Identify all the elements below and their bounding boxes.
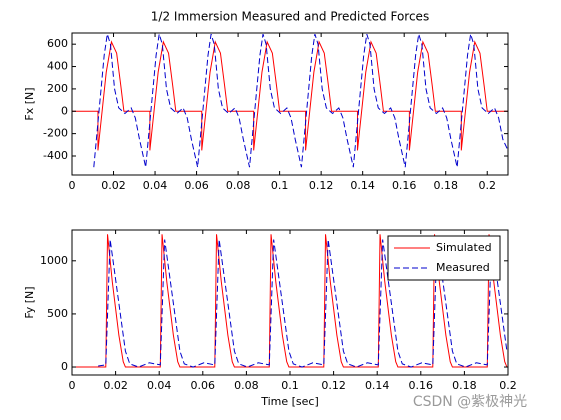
x-tick-label: 0.04	[143, 179, 168, 192]
y-tick-label: 1000	[40, 254, 68, 267]
legend-label: Simulated	[436, 241, 492, 254]
x-tick-label: 0.18	[452, 379, 477, 392]
data-line	[93, 33, 508, 168]
x-tick-label: 0.04	[147, 379, 172, 392]
y-axis-label: Fy [N]	[23, 286, 36, 318]
legend-box	[387, 235, 501, 281]
axes-background	[72, 33, 508, 175]
legend-label: Measured	[436, 261, 490, 274]
axes-box	[71, 32, 509, 176]
x-tick-label: 0.2	[478, 179, 496, 192]
x-tick-label: 0.12	[321, 379, 346, 392]
chart-title: 1/2 Immersion Measured and Predicted For…	[151, 10, 429, 24]
x-axis-label: Time [sec]	[260, 395, 319, 408]
x-tick-label: 0.16	[409, 379, 434, 392]
x-tick-label: 0	[69, 379, 76, 392]
x-tick-label: 0.06	[191, 379, 216, 392]
y-tick-label: 500	[47, 307, 68, 320]
x-tick-label: 0.14	[350, 179, 375, 192]
x-tick-label: 0.08	[234, 379, 259, 392]
y-tick-label: 0	[61, 104, 68, 117]
y-tick-label: 0	[61, 360, 68, 373]
x-tick-label: 0.14	[365, 379, 390, 392]
y-tick-label: -400	[43, 149, 68, 162]
x-tick-label: 0.02	[101, 179, 126, 192]
y-tick-label: 400	[47, 60, 68, 73]
x-tick-label: 0.08	[226, 179, 251, 192]
x-tick-label: 0	[69, 179, 76, 192]
x-tick-label: 0.06	[184, 179, 209, 192]
x-tick-label: 0.18	[433, 179, 458, 192]
y-tick-label: 200	[47, 82, 68, 95]
y-tick-label: 600	[47, 37, 68, 50]
watermark: CSDN @紫极神光	[413, 394, 527, 410]
y-tick-label: -200	[43, 127, 68, 140]
x-tick-label: 0.16	[392, 179, 417, 192]
x-tick-label: 0.1	[271, 179, 289, 192]
y-axis-label: Fx [N]	[23, 87, 36, 120]
x-tick-label: 0.12	[309, 179, 334, 192]
x-tick-label: 0.1	[281, 379, 299, 392]
data-line	[72, 234, 508, 368]
data-line	[72, 40, 508, 151]
x-tick-label: 0.2	[499, 379, 517, 392]
x-tick-label: 0.02	[103, 379, 128, 392]
